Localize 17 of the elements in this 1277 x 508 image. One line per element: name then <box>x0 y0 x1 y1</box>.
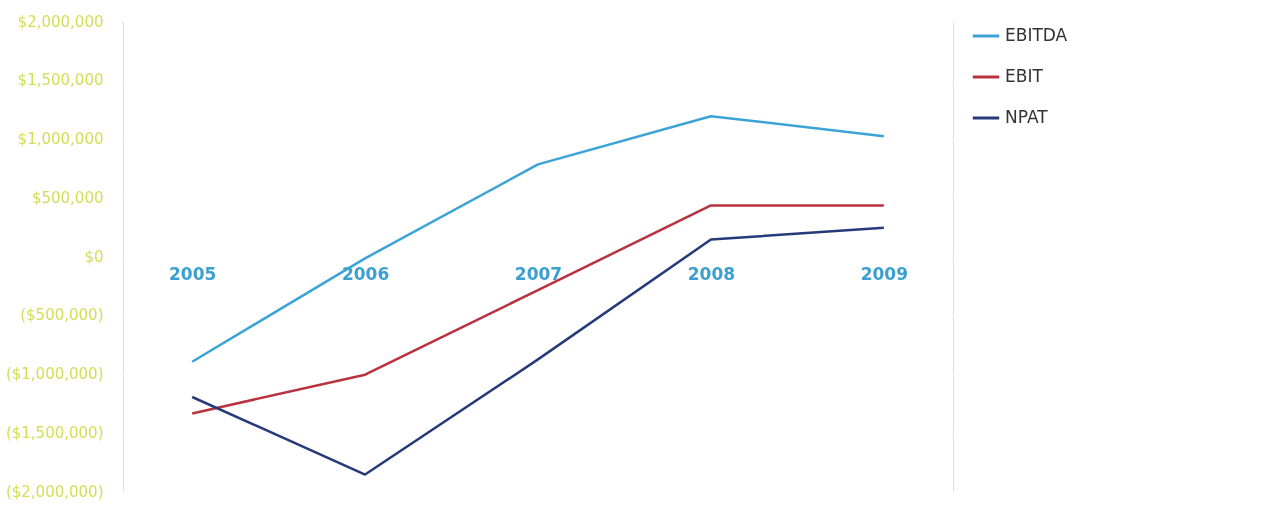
x-tick-label: 2005 <box>169 263 217 284</box>
y-tick-label: ($500,000) <box>20 306 104 325</box>
legend-label: NPAT <box>1005 107 1049 127</box>
x-tick-label: 2009 <box>860 263 908 284</box>
y-tick-label: ($1,500,000) <box>5 423 104 442</box>
y-tick-label: $0 <box>84 247 104 266</box>
y-tick-label: ($2,000,000) <box>5 482 104 501</box>
y-tick-label: $1,500,000 <box>17 71 104 90</box>
legend-label: EBIT <box>1005 66 1044 86</box>
y-tick-label: $2,000,000 <box>17 12 104 31</box>
y-tick-label: $1,000,000 <box>17 130 104 148</box>
y-tick-label: $500,000 <box>31 188 104 207</box>
x-tick-label: 2006 <box>341 263 390 284</box>
x-tick-label: 2007 <box>514 263 563 284</box>
legend-label: EBITDA <box>1005 25 1068 45</box>
y-tick-label: ($1,000,000) <box>5 365 104 383</box>
x-tick-label: 2008 <box>687 263 736 284</box>
